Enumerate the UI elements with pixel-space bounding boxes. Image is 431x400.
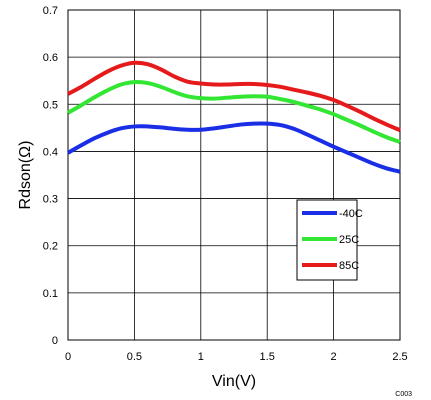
y-tick-label: 0.6 [43, 52, 58, 64]
x-tick-label: 1.5 [260, 351, 275, 363]
y-tick-label: 0.3 [43, 194, 58, 206]
series-line-85C [67, 60, 401, 133]
legend-label-25C: 25C [339, 234, 359, 246]
y-tick-label: 0 [52, 335, 58, 347]
y-axis-label: Rdson(Ω) [17, 141, 34, 210]
y-tick-label: 0.7 [43, 5, 58, 17]
series-line-25C [67, 80, 401, 144]
legend: -40C 25C 85C [296, 199, 363, 281]
x-tick-label: 2 [331, 351, 337, 363]
figure-code: C003 [395, 391, 412, 398]
x-axis-label: Vin(V) [212, 373, 256, 390]
tick-labels: 0 0.5 1 1.5 2 2.5 0 0.1 0.2 0.3 0.4 0.5 0.6 0.7 [43, 5, 408, 363]
y-tick-label: 0.2 [43, 241, 58, 253]
x-tick-label: 2.5 [392, 351, 407, 363]
series-line--40C [67, 121, 401, 174]
y-tick-label: 0.4 [43, 146, 58, 158]
x-tick-label: 0.5 [127, 351, 142, 363]
y-tick-label: 0.5 [43, 99, 58, 111]
x-tick-label: 1 [198, 351, 204, 363]
plot-area-frame [67, 9, 401, 341]
legend-label--40C: -40C [339, 208, 363, 220]
y-tick-label: 0.1 [43, 288, 58, 300]
series-layer [67, 60, 401, 174]
legend-label-85C: 85C [339, 260, 359, 272]
x-tick-label: 0 [65, 351, 71, 363]
